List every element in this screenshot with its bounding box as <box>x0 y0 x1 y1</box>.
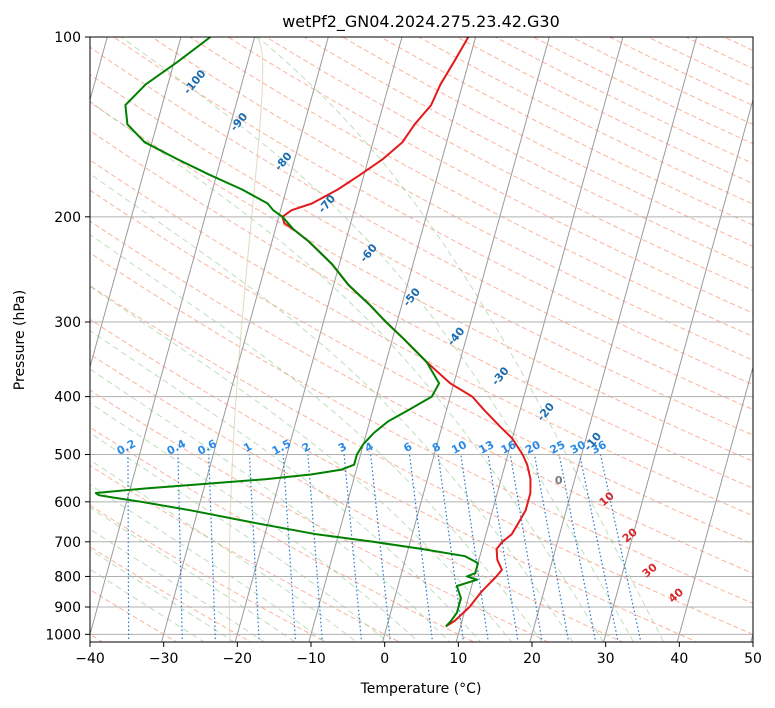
dry-adiabat <box>90 189 753 545</box>
moist-adiabat <box>90 100 604 642</box>
series-layer <box>94 37 532 628</box>
dry-adiabat <box>90 130 753 489</box>
mixing-ratio-line <box>509 454 543 642</box>
y-axis: 1000 900 800 700 600 500 400 300 200 100 <box>45 30 90 643</box>
dry-adiabat <box>90 285 753 635</box>
y-tick-label: 300 <box>54 315 81 331</box>
dry-adiabat <box>90 426 476 642</box>
mixing-ratio-line <box>599 454 642 642</box>
mixing-ratio-label: 20 <box>523 438 543 457</box>
y-tick-label: 900 <box>54 600 81 616</box>
isotherm <box>603 97 753 642</box>
x-tick-label: 50 <box>744 651 762 667</box>
x-tick-label: 30 <box>597 651 615 667</box>
mixing-ratio-line <box>487 454 519 642</box>
curved-guide-line <box>228 37 264 642</box>
isotherm <box>529 37 698 642</box>
y-tick-label: 600 <box>54 495 81 511</box>
mixing-ratio-label: 36 <box>589 438 609 457</box>
dry-adiabat <box>90 46 753 411</box>
dry-adiabat <box>90 318 699 642</box>
isotherm-label: 0 <box>555 474 563 487</box>
x-axis: −40 −30 −20 −10 0 10 20 30 40 50 <box>75 642 762 667</box>
y-tick-label: 1000 <box>45 627 81 643</box>
dry-adiabat <box>150 37 753 361</box>
x-tick-label: −10 <box>296 651 326 667</box>
mixing-ratio-label: 30 <box>568 438 588 457</box>
isotherm <box>90 37 256 637</box>
y-tick-label: 400 <box>54 390 81 406</box>
dry-adiabat <box>90 252 753 604</box>
y-tick-label: 700 <box>54 535 81 551</box>
y-tick-label: 800 <box>54 569 81 585</box>
isotherm <box>90 37 182 369</box>
mixing-ratio-line <box>533 454 570 642</box>
mixing-ratio-line <box>558 454 597 642</box>
x-tick-label: −20 <box>223 651 253 667</box>
x-tick-label: 20 <box>523 651 541 667</box>
mixing-ratio-label: 13 <box>477 438 497 457</box>
temperature-line <box>281 37 532 628</box>
x-axis-label: Temperature (°C) <box>360 681 482 697</box>
isotherm <box>161 37 329 642</box>
background-lines <box>90 37 753 642</box>
mixing-ratio-label: 16 <box>499 438 519 457</box>
isotherm <box>382 37 550 642</box>
mixing-ratio-line <box>437 454 465 642</box>
isotherm <box>234 37 403 642</box>
dry-adiabat <box>90 389 550 642</box>
x-tick-label: 0 <box>380 651 389 667</box>
x-tick-label: −40 <box>75 651 105 667</box>
y-tick-label: 500 <box>54 448 81 464</box>
y-tick-label: 100 <box>54 30 81 46</box>
y-tick-label: 200 <box>54 210 81 226</box>
isotherm <box>308 37 477 642</box>
y-axis-label: Pressure (hPa) <box>12 290 28 390</box>
isotherm <box>676 365 753 642</box>
dewpoint-line <box>94 37 479 628</box>
x-tick-label: −30 <box>149 651 179 667</box>
dry-adiabat <box>90 73 753 436</box>
mixing-ratio-line <box>579 454 619 642</box>
mixing-ratio-label: 10 <box>449 438 469 457</box>
x-tick-label: 10 <box>449 651 467 667</box>
mixing-ratio-line <box>460 454 489 642</box>
dry-adiabat <box>112 37 753 386</box>
dry-adiabat <box>188 37 753 338</box>
x-tick-label: 40 <box>670 651 688 667</box>
mixing-ratio-label: 25 <box>548 438 568 457</box>
chart-title: wetPf2_GN04.2024.275.23.42.G30 <box>282 12 560 32</box>
plot-frame <box>89 36 754 643</box>
isotherm <box>455 37 624 642</box>
dry-adiabat <box>90 220 753 574</box>
moist-adiabat <box>90 507 296 642</box>
